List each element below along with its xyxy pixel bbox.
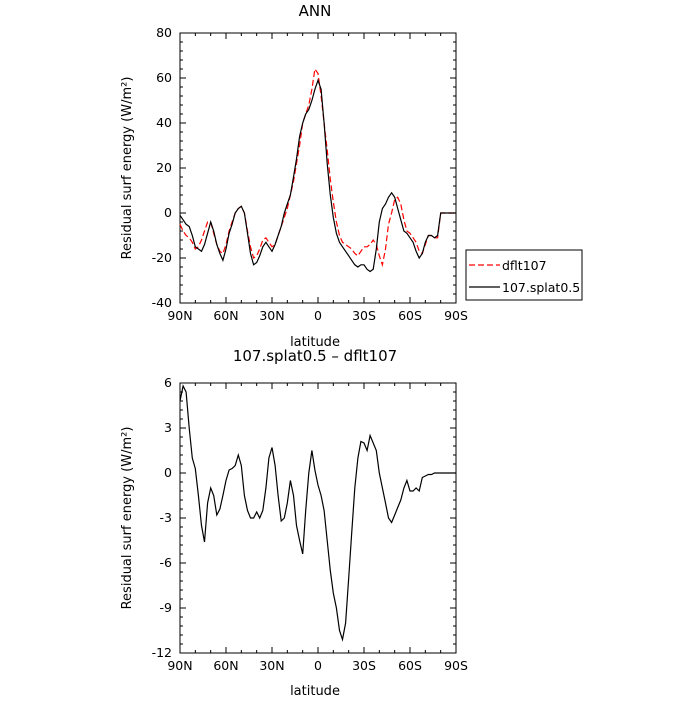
- top-x-tick-labels: 90N 60N 30N 0 30S 60S 90S: [167, 308, 468, 323]
- legend: dflt107 107.splat0.5: [465, 249, 583, 301]
- top-y-axis-label: Residual surf energy (W/m²): [120, 77, 135, 260]
- bottom-y-tick-label: -12: [152, 645, 172, 660]
- legend-label-107-splat0-5: 107.splat0.5: [502, 280, 580, 295]
- bottom-x-tick-label: 90S: [444, 658, 468, 673]
- top-x-tick-label: 60S: [398, 308, 422, 323]
- bottom-tick-marks: [179, 382, 457, 654]
- top-y-tick-label: -40: [152, 295, 172, 310]
- bottom-y-tick-label: 6: [164, 375, 172, 390]
- bottom-x-axis-label: latitude: [290, 684, 340, 699]
- bottom-x-tick-label: 60S: [398, 658, 422, 673]
- bottom-y-tick-label: -9: [160, 600, 173, 615]
- top-y-tick-label: 40: [156, 115, 172, 130]
- top-chart-title: ANN: [299, 2, 332, 20]
- top-x-tick-label: 90N: [167, 308, 192, 323]
- series-line-difference: [179, 384, 456, 642]
- bottom-series-group: [179, 384, 456, 642]
- series-line-dflt107: [179, 67, 456, 268]
- top-y-tick-label: 0: [164, 205, 172, 220]
- top-series-group: [179, 67, 456, 273]
- bottom-chart-title: 107.splat0.5 – dflt107: [233, 347, 397, 365]
- bottom-x-tick-label: 30N: [259, 658, 284, 673]
- bottom-x-tick-label: 0: [314, 658, 322, 673]
- top-y-tick-labels: 80 60 40 20 0 -20 -40: [152, 25, 172, 310]
- top-x-tick-label: 30N: [259, 308, 284, 323]
- bottom-plot-frame: [179, 382, 457, 654]
- top-y-tick-label: 80: [156, 25, 172, 40]
- top-x-axis-label: latitude: [290, 335, 340, 350]
- bottom-panel: 107.splat0.5 – dflt107 6 3 0 -3 -6 -9 -1…: [120, 347, 468, 699]
- top-x-tick-label: 60N: [213, 308, 238, 323]
- bottom-x-tick-label: 60N: [213, 658, 238, 673]
- bottom-x-tick-label: 90N: [167, 658, 192, 673]
- bottom-y-tick-label: -3: [160, 510, 172, 525]
- top-tick-marks: [179, 32, 457, 304]
- bottom-y-tick-label: 3: [164, 420, 172, 435]
- top-y-tick-label: 20: [156, 160, 172, 175]
- bottom-y-tick-label: -6: [160, 555, 173, 570]
- bottom-x-tick-labels: 90N 60N 30N 0 30S 60S 90S: [167, 658, 468, 673]
- top-y-tick-label: 60: [156, 70, 172, 85]
- legend-label-dflt107: dflt107: [502, 258, 547, 273]
- bottom-y-axis-label: Residual surf energy (W/m²): [120, 427, 135, 610]
- top-panel: ANN 80 60 40 20 0 -20 -40 90N 60N 30N 0 …: [120, 2, 468, 350]
- legend-box: [465, 249, 583, 301]
- bottom-x-tick-label: 30S: [352, 658, 376, 673]
- top-x-tick-label: 90S: [444, 308, 468, 323]
- top-y-tick-label: -20: [152, 250, 172, 265]
- bottom-y-tick-labels: 6 3 0 -3 -6 -9 -12: [152, 375, 172, 660]
- top-x-tick-label: 0: [314, 308, 322, 323]
- series-line-107-splat0-5: [179, 78, 456, 273]
- bottom-y-tick-label: 0: [164, 465, 172, 480]
- top-x-tick-label: 30S: [352, 308, 376, 323]
